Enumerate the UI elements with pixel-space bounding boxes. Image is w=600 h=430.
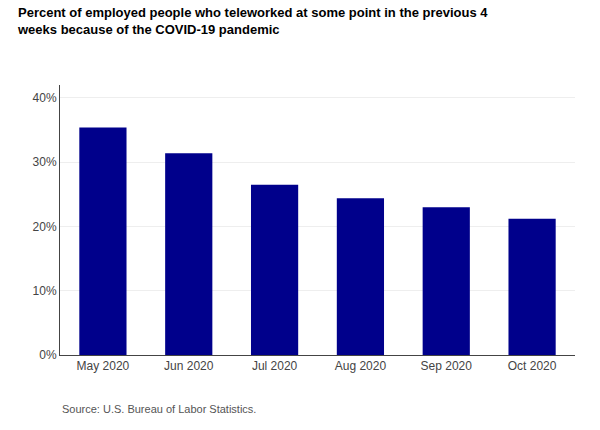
- svg-text:Oct 2020: Oct 2020: [508, 359, 557, 373]
- svg-text:Jul 2020: Jul 2020: [252, 359, 298, 373]
- svg-text:0%: 0%: [39, 348, 57, 362]
- svg-text:20%: 20%: [33, 220, 57, 234]
- svg-text:40%: 40%: [33, 91, 57, 105]
- svg-text:Percent of employed people who: Percent of employed people who teleworke…: [17, 5, 488, 37]
- svg-text:10%: 10%: [33, 284, 57, 298]
- svg-text:Aug 2020: Aug 2020: [335, 359, 387, 373]
- svg-text:30%: 30%: [33, 155, 57, 169]
- svg-text:Jun 2020: Jun 2020: [164, 359, 214, 373]
- svg-text:May 2020: May 2020: [77, 359, 130, 373]
- svg-text:Sep 2020: Sep 2020: [421, 359, 473, 373]
- svg-text:Source: U.S. Bureau of Labor S: Source: U.S. Bureau of Labor Statistics.: [62, 403, 256, 415]
